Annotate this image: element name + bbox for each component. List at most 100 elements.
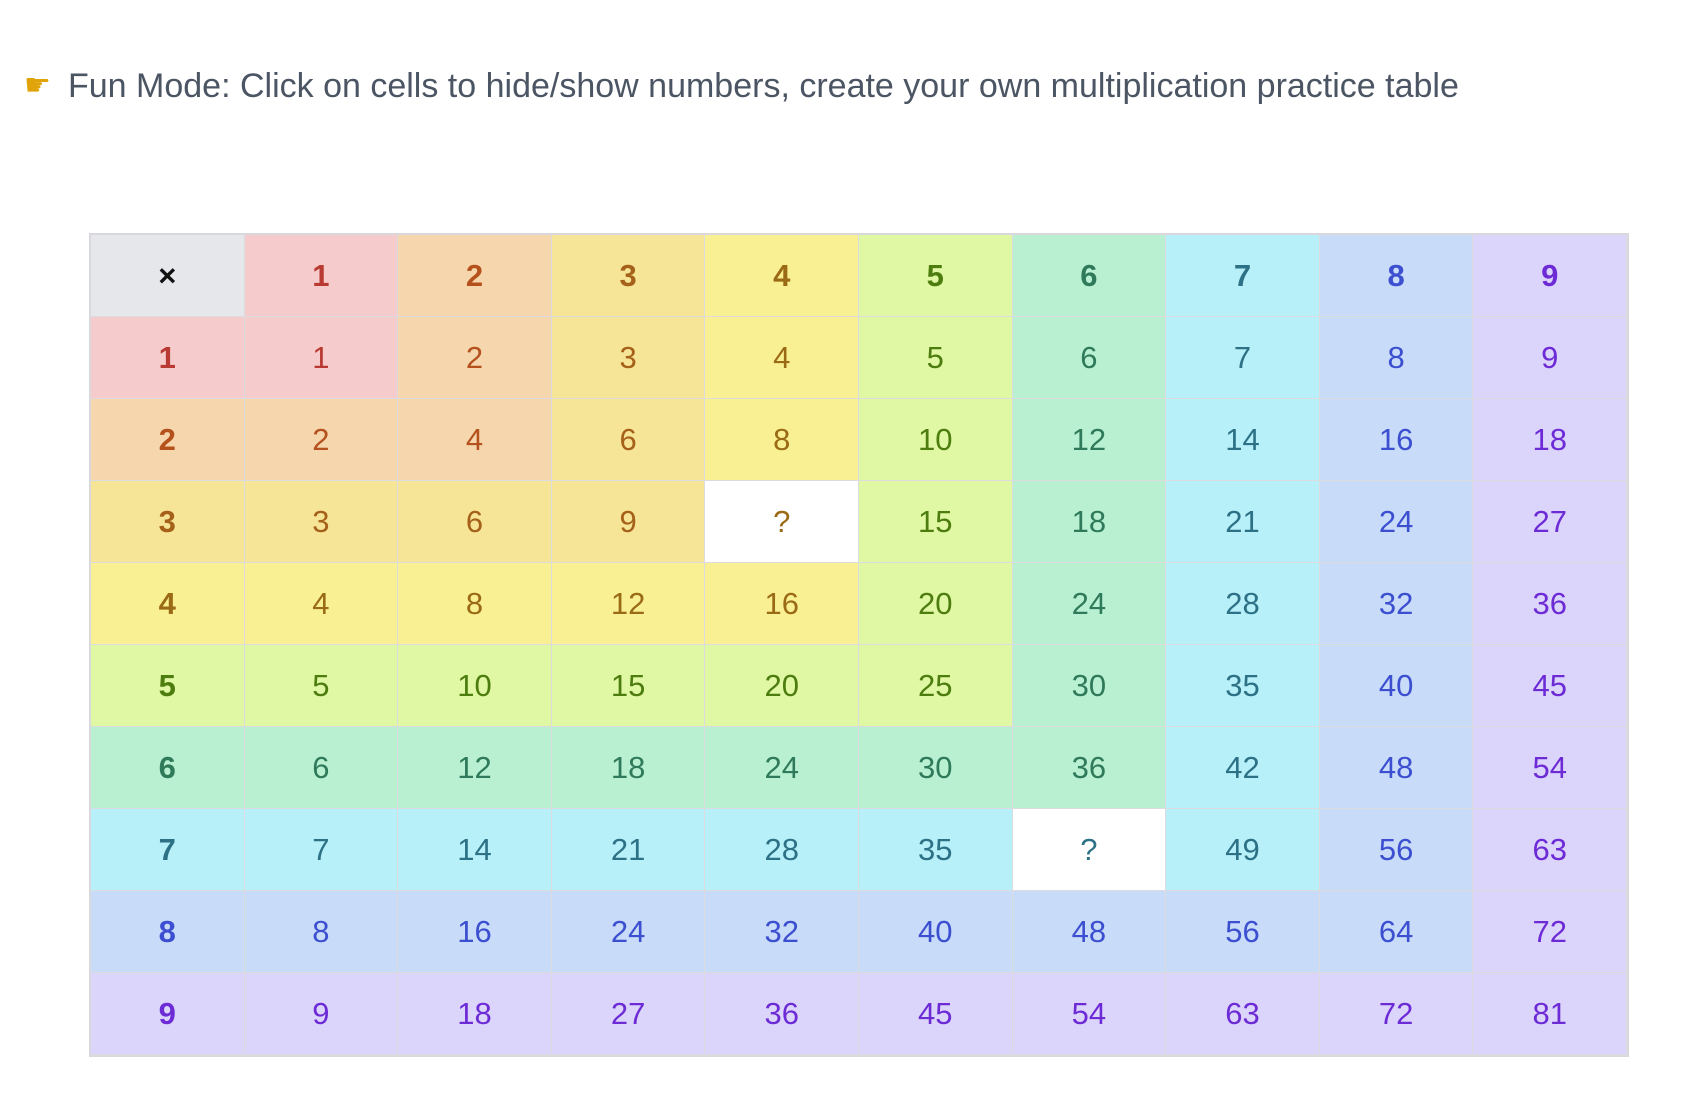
table-cell-2x4[interactable]: 8 (705, 399, 859, 481)
table-cell-2x1[interactable]: 2 (244, 399, 399, 481)
column-header-3: 3 (551, 235, 706, 317)
table-cell-5x3[interactable]: 15 (551, 645, 706, 727)
table-cell-8x6[interactable]: 48 (1012, 891, 1167, 973)
table-cell-7x5[interactable]: 35 (859, 809, 1013, 891)
table-cell-7x9[interactable]: 63 (1473, 809, 1627, 891)
table-cell-2x9[interactable]: 18 (1473, 399, 1627, 481)
table-cell-2x2[interactable]: 4 (398, 399, 552, 481)
table-cell-8x9[interactable]: 72 (1473, 891, 1627, 973)
table-cell-6x1[interactable]: 6 (244, 727, 399, 809)
table-cell-7x3[interactable]: 21 (551, 809, 706, 891)
column-header-1: 1 (244, 235, 399, 317)
row-header-8: 8 (91, 891, 245, 973)
table-cell-4x9[interactable]: 36 (1473, 563, 1627, 645)
table-cell-7x1[interactable]: 7 (244, 809, 399, 891)
table-cell-6x3[interactable]: 18 (551, 727, 706, 809)
table-cell-4x1[interactable]: 4 (244, 563, 399, 645)
table-cell-2x6[interactable]: 12 (1012, 399, 1167, 481)
table-cell-3x7[interactable]: 21 (1166, 481, 1320, 563)
table-cell-5x1[interactable]: 5 (244, 645, 399, 727)
table-cell-1x1[interactable]: 1 (244, 317, 399, 399)
row-header-3: 3 (91, 481, 245, 563)
table-cell-4x2[interactable]: 8 (398, 563, 552, 645)
table-cell-9x5[interactable]: 45 (859, 973, 1013, 1055)
column-header-7: 7 (1166, 235, 1320, 317)
table-cell-3x4[interactable]: ? (705, 481, 859, 563)
table-cell-1x8[interactable]: 8 (1319, 317, 1474, 399)
row-header-4: 4 (91, 563, 245, 645)
column-header-8: 8 (1319, 235, 1474, 317)
fun-mode-tip: ☛ Fun Mode: Click on cells to hide/show … (24, 66, 1459, 106)
row-header-9: 9 (91, 973, 245, 1055)
table-cell-4x4[interactable]: 16 (705, 563, 859, 645)
table-cell-1x7[interactable]: 7 (1166, 317, 1320, 399)
table-cell-3x8[interactable]: 24 (1319, 481, 1474, 563)
table-cell-4x5[interactable]: 20 (859, 563, 1013, 645)
table-cell-6x4[interactable]: 24 (705, 727, 859, 809)
multiplication-table: × 1 2 3 4 5 6 7 8 9 1 1 2 3 4 5 6 7 8 9 2 2 4 6 8 10 12 14 16 18 3 3 6 9?… (89, 233, 1629, 1057)
table-cell-6x8[interactable]: 48 (1319, 727, 1474, 809)
table-cell-9x4[interactable]: 36 (705, 973, 859, 1055)
table-cell-5x9[interactable]: 45 (1473, 645, 1627, 727)
table-cell-4x7[interactable]: 28 (1166, 563, 1320, 645)
table-cell-1x4[interactable]: 4 (705, 317, 859, 399)
table-cell-9x8[interactable]: 72 (1319, 973, 1474, 1055)
table-cell-2x8[interactable]: 16 (1319, 399, 1474, 481)
table-cell-6x7[interactable]: 42 (1166, 727, 1320, 809)
table-cell-3x9[interactable]: 27 (1473, 481, 1627, 563)
table-cell-7x4[interactable]: 28 (705, 809, 859, 891)
table-cell-8x5[interactable]: 40 (859, 891, 1013, 973)
corner-multiply-symbol: × (91, 235, 245, 317)
table-cell-6x6[interactable]: 36 (1012, 727, 1167, 809)
table-cell-5x2[interactable]: 10 (398, 645, 552, 727)
table-cell-9x6[interactable]: 54 (1012, 973, 1167, 1055)
table-cell-1x5[interactable]: 5 (859, 317, 1013, 399)
table-cell-2x3[interactable]: 6 (551, 399, 706, 481)
table-cell-5x6[interactable]: 30 (1012, 645, 1167, 727)
table-cell-4x6[interactable]: 24 (1012, 563, 1167, 645)
table-cell-8x3[interactable]: 24 (551, 891, 706, 973)
column-header-5: 5 (859, 235, 1013, 317)
table-cell-1x2[interactable]: 2 (398, 317, 552, 399)
row-header-1: 1 (91, 317, 245, 399)
column-header-2: 2 (398, 235, 552, 317)
table-cell-6x2[interactable]: 12 (398, 727, 552, 809)
table-cell-1x6[interactable]: 6 (1012, 317, 1167, 399)
table-cell-2x5[interactable]: 10 (859, 399, 1013, 481)
table-cell-7x7[interactable]: 49 (1166, 809, 1320, 891)
table-cell-4x8[interactable]: 32 (1319, 563, 1474, 645)
table-cell-8x8[interactable]: 64 (1319, 891, 1474, 973)
table-cell-5x7[interactable]: 35 (1166, 645, 1320, 727)
row-header-2: 2 (91, 399, 245, 481)
table-cell-3x6[interactable]: 18 (1012, 481, 1167, 563)
row-header-6: 6 (91, 727, 245, 809)
table-cell-5x8[interactable]: 40 (1319, 645, 1474, 727)
table-cell-9x9[interactable]: 81 (1473, 973, 1627, 1055)
table-cell-2x7[interactable]: 14 (1166, 399, 1320, 481)
row-header-7: 7 (91, 809, 245, 891)
row-header-5: 5 (91, 645, 245, 727)
table-cell-7x8[interactable]: 56 (1319, 809, 1474, 891)
table-cell-5x5[interactable]: 25 (859, 645, 1013, 727)
table-cell-7x2[interactable]: 14 (398, 809, 552, 891)
column-header-6: 6 (1012, 235, 1167, 317)
table-cell-8x7[interactable]: 56 (1166, 891, 1320, 973)
table-cell-8x4[interactable]: 32 (705, 891, 859, 973)
table-cell-8x1[interactable]: 8 (244, 891, 399, 973)
table-cell-6x5[interactable]: 30 (859, 727, 1013, 809)
table-cell-5x4[interactable]: 20 (705, 645, 859, 727)
table-cell-9x3[interactable]: 27 (551, 973, 706, 1055)
table-cell-3x2[interactable]: 6 (398, 481, 552, 563)
table-cell-3x3[interactable]: 9 (551, 481, 706, 563)
table-cell-3x1[interactable]: 3 (244, 481, 399, 563)
table-cell-7x6[interactable]: ? (1012, 809, 1167, 891)
table-cell-3x5[interactable]: 15 (859, 481, 1013, 563)
table-cell-1x9[interactable]: 9 (1473, 317, 1627, 399)
table-cell-9x2[interactable]: 18 (398, 973, 552, 1055)
table-cell-8x2[interactable]: 16 (398, 891, 552, 973)
table-cell-9x7[interactable]: 63 (1166, 973, 1320, 1055)
table-cell-1x3[interactable]: 3 (551, 317, 706, 399)
table-cell-6x9[interactable]: 54 (1473, 727, 1627, 809)
table-cell-4x3[interactable]: 12 (551, 563, 706, 645)
table-cell-9x1[interactable]: 9 (244, 973, 399, 1055)
